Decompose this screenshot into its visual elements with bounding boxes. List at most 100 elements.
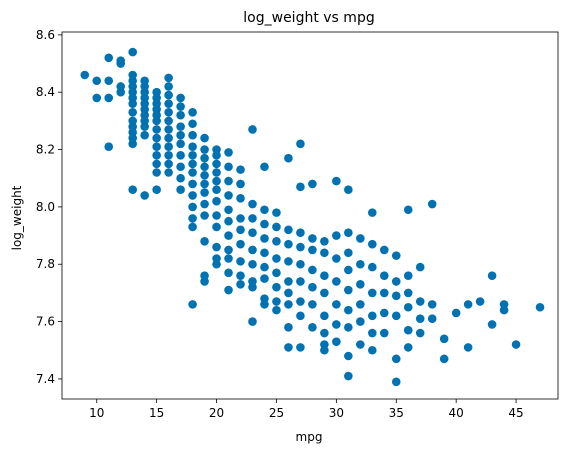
- data-point: [188, 159, 197, 169]
- data-point: [200, 211, 209, 220]
- data-point: [272, 222, 281, 232]
- data-point: [236, 239, 245, 249]
- data-point: [368, 208, 377, 217]
- data-point: [248, 282, 257, 292]
- data-point: [260, 248, 269, 258]
- data-point: [332, 254, 341, 263]
- data-point: [200, 199, 209, 209]
- x-axis: 10 15 20 25 30 35 40 45: [89, 399, 524, 420]
- data-point: [391, 311, 401, 321]
- data-point: [475, 297, 485, 306]
- data-point: [439, 354, 449, 364]
- data-point: [344, 185, 353, 194]
- data-point: [427, 314, 437, 324]
- data-point: [212, 159, 221, 169]
- data-point: [236, 165, 245, 174]
- data-point: [176, 110, 185, 120]
- data-point: [403, 288, 413, 298]
- data-point: [248, 214, 257, 223]
- data-point: [320, 271, 329, 281]
- data-point: [308, 265, 317, 275]
- data-point: [284, 343, 293, 352]
- data-point: [140, 122, 149, 131]
- data-point: [284, 257, 293, 266]
- data-point: [188, 191, 197, 200]
- x-tick-label: 10: [89, 406, 104, 420]
- data-point: [379, 328, 389, 338]
- data-point: [379, 271, 389, 281]
- data-point: [176, 162, 185, 172]
- data-point: [308, 179, 317, 189]
- data-point: [200, 162, 209, 172]
- y-axis-label: log_weight: [10, 185, 24, 250]
- data-point: [188, 222, 197, 232]
- data-point: [260, 205, 269, 215]
- data-point: [212, 185, 221, 194]
- data-point: [368, 311, 377, 321]
- data-point: [248, 199, 257, 209]
- data-point: [164, 150, 173, 160]
- x-tick-label: 30: [329, 406, 344, 420]
- data-point: [188, 168, 197, 177]
- data-point: [212, 176, 221, 186]
- data-point: [356, 317, 365, 326]
- data-point: [391, 277, 401, 286]
- data-point: [272, 237, 281, 246]
- data-point: [344, 323, 353, 332]
- data-point: [344, 228, 353, 237]
- data-point: [188, 119, 197, 129]
- data-point: [511, 340, 521, 349]
- data-point: [200, 153, 209, 163]
- data-point: [415, 314, 425, 324]
- data-point: [212, 211, 221, 220]
- y-tick-label: 7.4: [36, 372, 55, 386]
- data-point: [224, 176, 233, 186]
- data-point: [272, 282, 281, 292]
- data-point: [188, 130, 197, 140]
- data-point: [200, 133, 209, 143]
- data-point: [332, 320, 341, 329]
- data-point: [164, 168, 173, 177]
- data-point: [104, 76, 114, 86]
- data-point: [356, 300, 365, 309]
- data-point: [236, 257, 245, 266]
- x-axis-label: mpg: [296, 430, 323, 444]
- data-point: [200, 179, 209, 189]
- data-point: [260, 300, 269, 309]
- data-point: [236, 214, 245, 223]
- x-tick-label: 25: [269, 406, 284, 420]
- data-point: [439, 334, 449, 344]
- x-tick-label: 35: [389, 406, 404, 420]
- data-point: [212, 222, 221, 232]
- data-point: [176, 173, 185, 183]
- data-point: [403, 302, 413, 312]
- data-point: [379, 288, 389, 298]
- data-point: [272, 208, 281, 217]
- data-point: [164, 133, 173, 143]
- data-point: [164, 125, 173, 134]
- data-point: [224, 216, 233, 226]
- data-point: [188, 214, 197, 223]
- x-tick-label: 20: [209, 406, 224, 420]
- data-point: [164, 142, 173, 151]
- data-point: [320, 288, 329, 298]
- data-point: [152, 125, 161, 134]
- data-point: [487, 271, 497, 281]
- data-point: [236, 179, 245, 189]
- y-tick-label: 7.8: [36, 257, 55, 271]
- data-point: [224, 231, 233, 240]
- data-point: [164, 107, 173, 117]
- data-point: [308, 234, 317, 243]
- data-point: [403, 271, 413, 281]
- data-point: [140, 191, 149, 200]
- data-point: [92, 93, 102, 103]
- data-point: [344, 371, 353, 381]
- data-point: [308, 300, 317, 309]
- data-point: [368, 262, 377, 272]
- data-point: [164, 82, 173, 91]
- data-point: [296, 277, 305, 286]
- data-point: [164, 99, 173, 108]
- data-point: [427, 300, 437, 309]
- data-point: [236, 225, 245, 235]
